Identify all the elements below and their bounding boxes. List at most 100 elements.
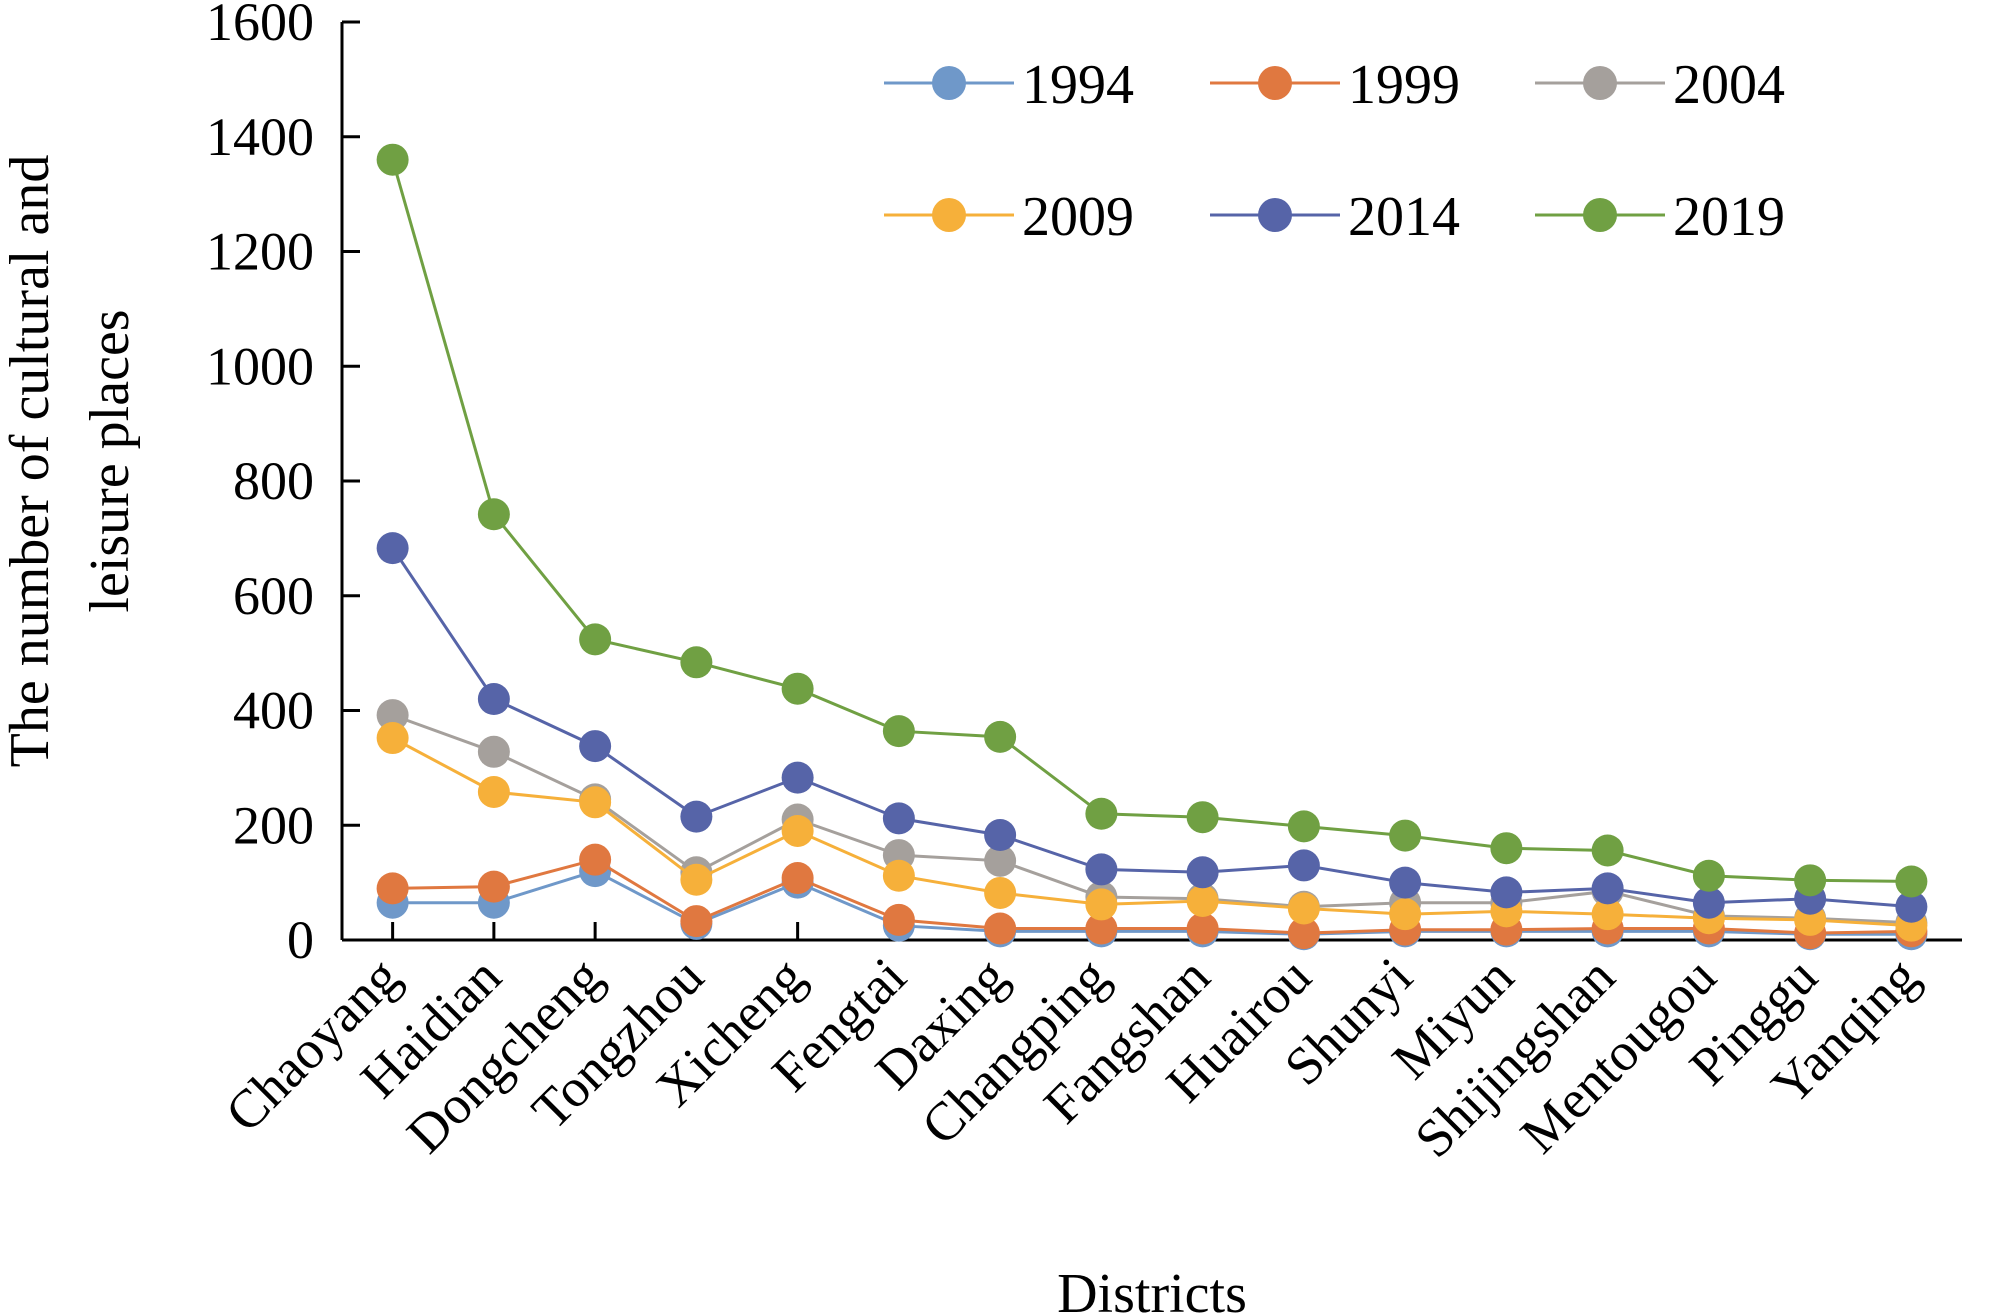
data-point <box>579 843 612 876</box>
series-line <box>392 858 1912 935</box>
data-point <box>781 814 814 847</box>
data-point <box>579 786 612 819</box>
data-point <box>477 735 510 768</box>
data-point <box>1085 797 1118 830</box>
data-point <box>984 720 1017 753</box>
data-point <box>477 870 510 903</box>
data-point <box>1591 872 1624 905</box>
data-point <box>1389 866 1422 899</box>
series-line <box>392 713 1912 925</box>
data-point <box>579 623 612 656</box>
legend-item: 2019 <box>1535 186 1785 248</box>
data-point <box>1591 834 1624 867</box>
legend-marker <box>1583 66 1617 100</box>
y-tick-label: 1600 <box>206 0 314 52</box>
legend-marker <box>1583 198 1617 232</box>
data-point <box>984 876 1017 909</box>
data-point <box>680 800 713 833</box>
data-point <box>1186 912 1219 945</box>
y-axis-title-line: The number of cultural and <box>0 155 61 768</box>
data-point <box>1085 853 1118 886</box>
data-point <box>1692 859 1725 892</box>
series-line <box>391 159 1912 883</box>
data-point <box>1490 832 1523 865</box>
data-point <box>680 863 713 896</box>
data-point <box>1085 912 1118 945</box>
series-2014 <box>376 532 1928 923</box>
legend-marker <box>932 198 966 232</box>
series-line <box>392 869 1912 936</box>
legend-marker <box>932 66 966 100</box>
legend-label: 2014 <box>1348 186 1460 248</box>
legend-label: 1999 <box>1348 54 1460 116</box>
data-point <box>882 903 915 936</box>
legend-item: 2004 <box>1535 54 1785 116</box>
data-point <box>984 912 1017 945</box>
data-point <box>1287 892 1320 925</box>
data-point <box>1692 886 1725 919</box>
data-point <box>1186 884 1219 917</box>
y-axis-title-line: leisure places <box>79 309 141 612</box>
series-line <box>391 736 1912 928</box>
data-point <box>376 872 409 905</box>
data-point <box>984 844 1017 877</box>
data-point <box>680 905 713 938</box>
y-tick-label: 1400 <box>206 107 314 167</box>
data-point <box>1287 810 1320 843</box>
data-point <box>1895 865 1928 898</box>
data-point <box>1287 917 1320 950</box>
data-point <box>882 859 915 892</box>
legend-item: 2014 <box>1210 186 1460 248</box>
data-point <box>477 498 510 531</box>
legend-marker <box>1258 66 1292 100</box>
data-point <box>376 722 409 755</box>
data-point <box>781 862 814 895</box>
x-axis-title: Districts <box>1057 1263 1247 1315</box>
y-tick-label: 1000 <box>206 336 314 396</box>
data-point <box>1389 819 1422 852</box>
x-axis-ticks: ChaoyangHaidianDongchengTongzhouXichengF… <box>214 922 1930 1169</box>
legend-label: 2019 <box>1673 186 1785 248</box>
y-tick-label: 1200 <box>206 222 314 282</box>
data-point <box>579 730 612 763</box>
data-point <box>781 761 814 794</box>
data-point <box>1895 890 1928 923</box>
series-2019 <box>376 143 1928 898</box>
legend-item: 1999 <box>1210 54 1460 116</box>
y-tick-label: 200 <box>233 795 314 855</box>
data-point <box>1186 856 1219 889</box>
series-line <box>391 547 1912 909</box>
legend-item: 1994 <box>884 54 1134 116</box>
data-point <box>1490 876 1523 909</box>
y-axis-ticks: 0 200 400 600 800 1000 1200 1400 1600 <box>206 0 360 970</box>
y-tick-label: 800 <box>233 451 314 511</box>
data-point <box>680 646 713 679</box>
data-point <box>376 699 409 732</box>
data-point <box>376 532 409 565</box>
data-point <box>1186 801 1219 834</box>
legend-label: 1994 <box>1022 54 1134 116</box>
data-point <box>984 819 1017 852</box>
data-point <box>882 802 915 835</box>
data-point <box>781 672 814 705</box>
series-layer <box>376 143 1928 951</box>
data-point <box>477 683 510 716</box>
data-point <box>477 775 510 808</box>
data-point <box>1389 898 1422 931</box>
legend-label: 2009 <box>1022 186 1134 248</box>
y-axis-title: The number of cultural and leisure places <box>0 155 141 768</box>
data-point <box>882 715 915 748</box>
data-point <box>376 143 409 176</box>
y-tick-label: 600 <box>233 566 314 626</box>
y-tick-label: 0 <box>287 910 314 970</box>
data-point <box>1287 849 1320 882</box>
legend-item: 2009 <box>884 186 1134 248</box>
y-tick-label: 400 <box>233 681 314 741</box>
data-point <box>1794 864 1827 897</box>
legend-marker <box>1258 198 1292 232</box>
data-point <box>1085 888 1118 921</box>
legend: 1994 1999 2004 2009 2014 2019 <box>884 54 1785 248</box>
data-point <box>1591 898 1624 931</box>
legend-label: 2004 <box>1673 54 1785 116</box>
